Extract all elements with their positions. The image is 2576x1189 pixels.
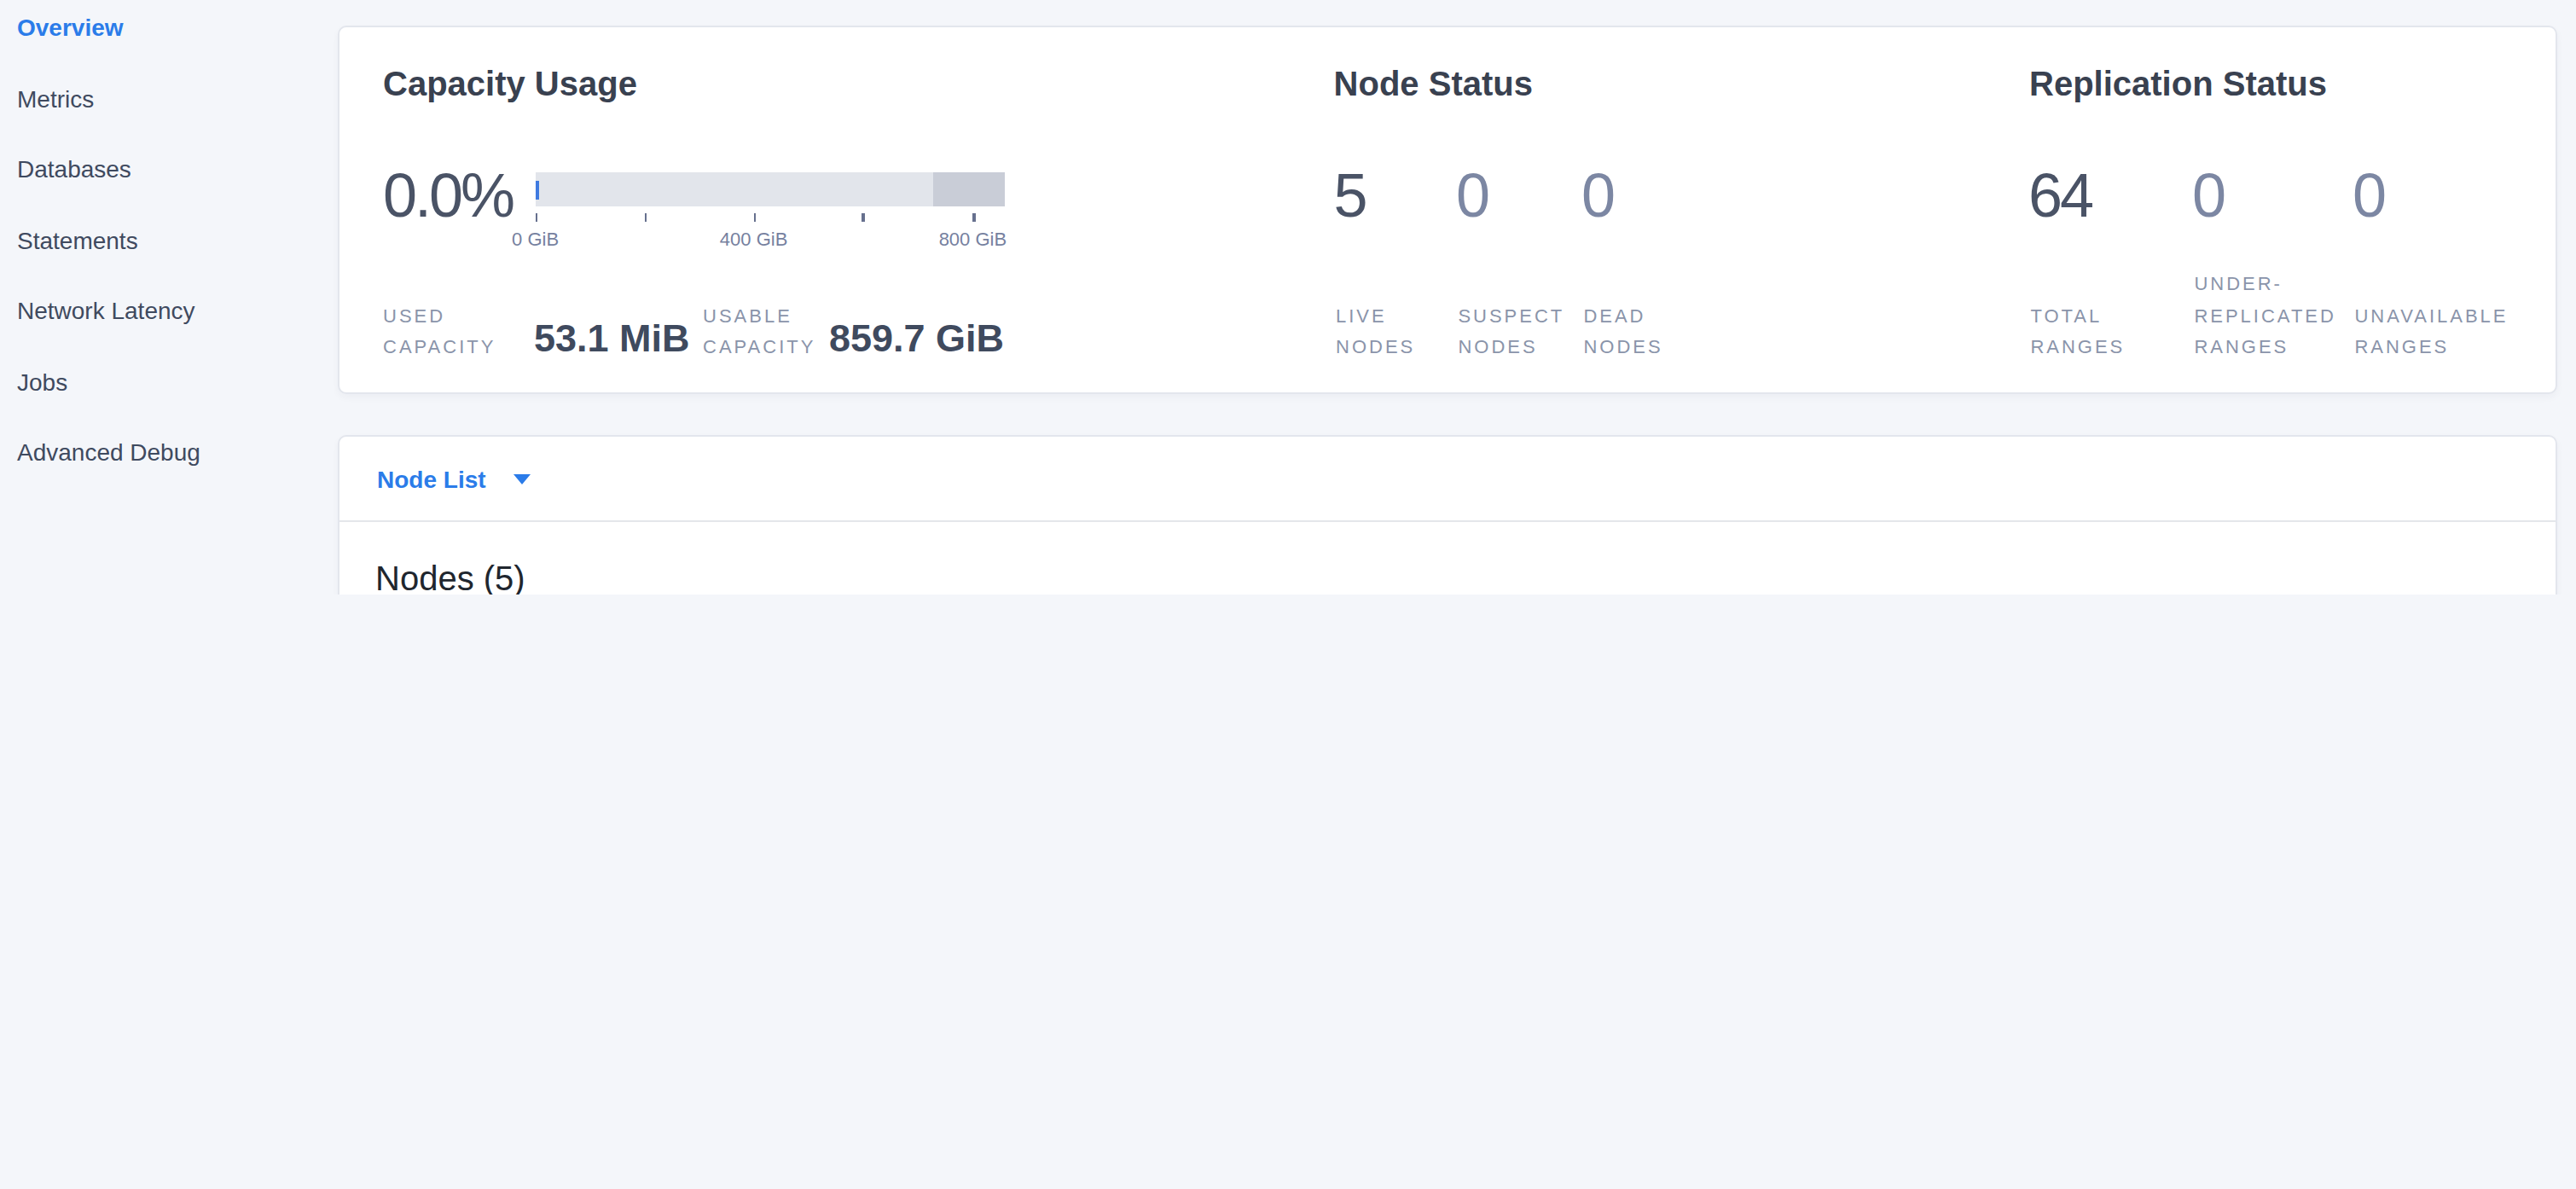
replication-status-title: Replication Status: [2029, 65, 2327, 104]
sidebar-item-overview[interactable]: Overview: [0, 0, 338, 63]
node-list-selector[interactable]: Node List: [339, 437, 2555, 522]
sidebar-item-metrics[interactable]: Metrics: [0, 63, 338, 134]
live-nodes-value: 5: [1334, 161, 1366, 229]
chevron-down-icon: [513, 473, 531, 484]
usable-capacity-value: 859.7 GiB: [829, 319, 1004, 360]
sidebar-item-advanced-debug[interactable]: Advanced Debug: [0, 417, 338, 488]
under-replicated-ranges-label: UNDER-REPLICATED RANGES: [2194, 268, 2351, 363]
node-list-card: Node List Nodes (5) NODESUPTIMEREPLICASC…: [338, 435, 2556, 594]
usable-capacity-label: USABLE CAPACITY: [703, 299, 826, 363]
used-capacity-label: USED CAPACITY: [383, 299, 502, 363]
node-status-title: Node Status: [1334, 65, 1533, 104]
sidebar-item-network-latency[interactable]: Network Latency: [0, 276, 338, 346]
axis-tick: [972, 213, 975, 222]
capacity-bar-used-segment: [535, 180, 539, 199]
under-replicated-ranges-value: 0: [2192, 161, 2224, 229]
suspect-nodes-value: 0: [1456, 161, 1488, 229]
suspect-nodes-label: SUSPECT NODES: [1458, 299, 1567, 363]
dead-nodes-value: 0: [1581, 161, 1613, 229]
sidebar-item-jobs[interactable]: Jobs: [0, 346, 338, 417]
axis-tick: [536, 213, 538, 222]
cluster-summary-card: Capacity Usage 0.0% 0 GiB 400 GiB 800 Gi…: [338, 26, 2556, 394]
axis-label: 400 GiB: [720, 229, 788, 249]
total-ranges-label: TOTAL RANGES: [2030, 299, 2132, 363]
unavailable-ranges-value: 0: [2353, 161, 2384, 229]
total-ranges-value: 64: [2028, 161, 2092, 229]
nodes-table-title: Nodes (5): [375, 560, 2555, 594]
used-capacity-value: 53.1 MiB: [534, 319, 690, 360]
dead-nodes-label: DEAD NODES: [1583, 299, 1685, 363]
live-nodes-label: LIVE NODES: [1336, 299, 1438, 363]
axis-tick: [862, 213, 864, 222]
sidebar-item-statements[interactable]: Statements: [0, 205, 338, 276]
capacity-used-percent: 0.0%: [383, 161, 513, 229]
sidebar: OverviewMetricsDatabasesStatementsNetwor…: [0, 0, 338, 488]
capacity-bar-other-segment: [933, 172, 1004, 206]
overview-page: OverviewMetricsDatabasesStatementsNetwor…: [0, 0, 2576, 594]
sidebar-item-databases[interactable]: Databases: [0, 134, 338, 205]
unavailable-ranges-label: UNAVAILABLE RANGES: [2354, 299, 2516, 363]
axis-label: 800 GiB: [939, 229, 1007, 249]
axis-tick: [754, 213, 757, 222]
node-list-selector-label: Node List: [377, 465, 486, 492]
axis-tick: [644, 213, 647, 222]
capacity-usage-title: Capacity Usage: [383, 65, 637, 104]
capacity-bar-chart: 0 GiB 400 GiB 800 GiB: [535, 172, 1004, 278]
axis-label: 0 GiB: [512, 229, 559, 249]
